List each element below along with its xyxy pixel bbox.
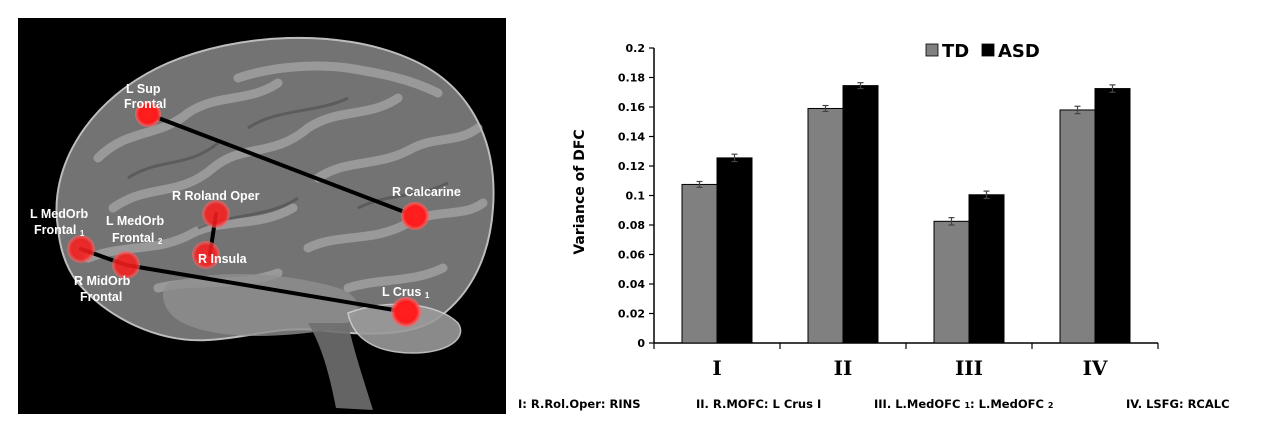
- label-r-midorb-frontal-line2: Frontal: [80, 290, 122, 304]
- footnote-iii: III. L.MedOFC 1: L.MedOFC 2: [874, 397, 1054, 411]
- label-l-sup-frontal-line1: L Sup: [126, 82, 161, 96]
- y-axis: 0 0.02 0.04 0.06 0.08 0.1 0.12 0.14 0.16 0.18 0.2: [618, 42, 655, 350]
- bars-group: [681, 85, 1131, 344]
- y-tick-label: 0.1: [626, 190, 646, 203]
- label-l-medorb-frontal1-line1: L MedOrb: [30, 207, 88, 221]
- node-l-medorb-frontal-1: [67, 235, 95, 263]
- y-tick-label: 0.2: [626, 42, 646, 55]
- y-tick-label: 0.14: [618, 131, 645, 144]
- legend-swatch-td: [925, 43, 939, 57]
- y-axis-label: Variance of DFC: [572, 129, 588, 254]
- label-l-medorb-frontal1-line2: Frontal 1: [34, 223, 85, 238]
- y-tick-label: 0: [637, 337, 645, 350]
- y-tick-label: 0.12: [618, 160, 645, 173]
- y-tick-label: 0.16: [618, 101, 645, 114]
- connection-lsup-rcalcarine: [146, 112, 417, 218]
- y-tick-label: 0.18: [618, 72, 645, 85]
- brainstem: [308, 323, 373, 410]
- brain-gyri: [83, 61, 488, 293]
- temporal-lobe: [163, 273, 358, 336]
- connection-midorb-lcrus: [124, 263, 408, 314]
- x-category-label: II: [834, 356, 853, 380]
- brain-shape: [55, 36, 495, 342]
- footnote-ii: II. R.MOFC: L Crus I: [696, 397, 822, 411]
- bar-asd-iv: [1094, 88, 1131, 344]
- bar-asd-ii: [842, 85, 879, 344]
- label-r-calcarine: R Calcarine: [392, 185, 461, 199]
- bar-td-ii: [807, 107, 844, 344]
- bar-td-iii: [933, 220, 970, 344]
- footnotes: I: R.Rol.Oper: RINS II. R.MOFC: L Crus I…: [518, 397, 1258, 417]
- legend-label-asd: ASD: [998, 41, 1040, 62]
- x-category-label: IV: [1083, 356, 1108, 380]
- y-tick-label: 0.04: [618, 278, 645, 291]
- footnote-i: I: R.Rol.Oper: RINS: [518, 397, 641, 411]
- bar-chart: 00.020.040.060.080.10.120.140.160.180.2 …: [572, 41, 1159, 380]
- label-l-sup-frontal-line2: Frontal: [124, 97, 166, 111]
- node-r-midorb-frontal: [112, 251, 140, 279]
- error-bars-group: [696, 82, 1116, 226]
- node-l-sup-frontal: [135, 101, 161, 127]
- x-category-label: III: [955, 356, 983, 380]
- y-tick-label: 0.06: [618, 249, 645, 262]
- label-l-crus: L Crus 1: [382, 285, 430, 300]
- legend-label-td: TD: [942, 41, 969, 62]
- node-r-roland-oper: [202, 200, 230, 228]
- footnote-iv: IV. LSFG: RCALC: [1126, 397, 1230, 411]
- bar-td-i: [681, 183, 718, 344]
- bar-asd-iii: [968, 194, 1005, 344]
- node-l-crus: [391, 297, 421, 327]
- node-r-calcarine: [401, 202, 429, 230]
- y-tick-label: 0.08: [618, 219, 645, 232]
- label-l-medorb-frontal2-line2: Frontal 2: [112, 231, 163, 246]
- legend-swatch-asd: [981, 43, 995, 57]
- legend: TD ASD: [925, 41, 1040, 62]
- bar-asd-i: [716, 157, 753, 344]
- x-axis: I II III IV: [653, 342, 1159, 380]
- node-r-insula: [192, 241, 220, 269]
- label-r-roland-oper: R Roland Oper: [172, 189, 260, 203]
- x-category-label: I: [712, 356, 721, 380]
- label-r-midorb-frontal-line1: R MidOrb: [74, 274, 131, 288]
- brain-illustration: L Sup Frontal R Calcarine R Roland Oper …: [30, 36, 495, 410]
- bar-td-iv: [1059, 109, 1096, 344]
- label-l-medorb-frontal2-line1: L MedOrb: [106, 214, 164, 228]
- y-tick-label: 0.02: [618, 308, 645, 321]
- label-r-insula: R Insula: [198, 252, 248, 266]
- brain-connectivity-panel: L Sup Frontal R Calcarine R Roland Oper …: [18, 18, 506, 414]
